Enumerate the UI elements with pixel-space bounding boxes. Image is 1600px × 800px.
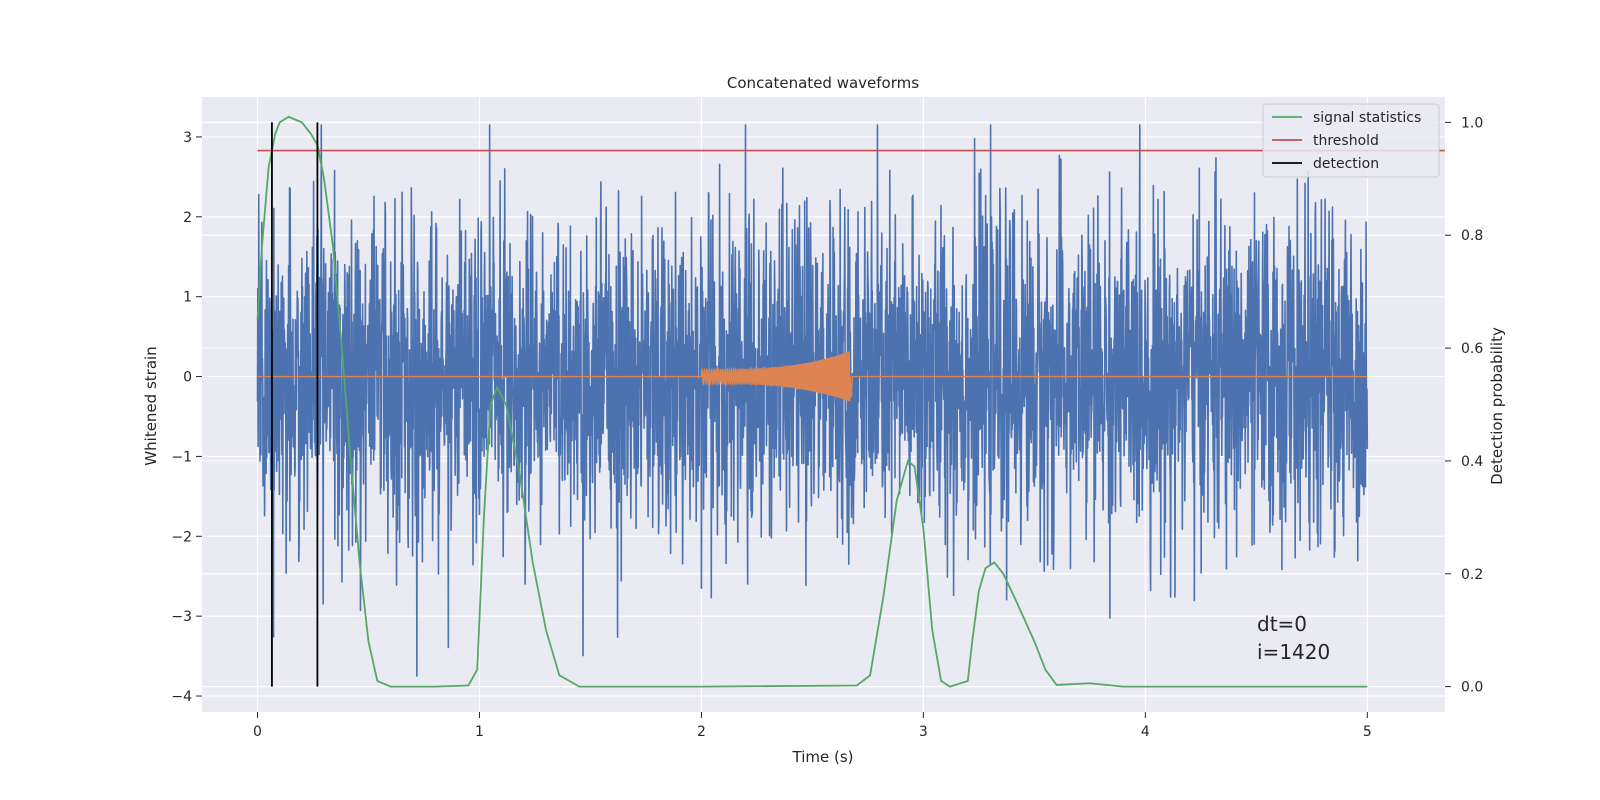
y-left-axis-ticks: −4 −3 −2 −1 0 1 2 3 — [171, 130, 202, 705]
detection-lines — [271, 122, 319, 687]
y-right-tick-label: 0.6 — [1461, 341, 1483, 357]
x-tick-label: 4 — [1141, 724, 1150, 740]
y-right-tick-label: 0.4 — [1461, 454, 1483, 470]
x-tick-label: 2 — [697, 724, 706, 740]
y-right-axis-ticks: 0.0 0.2 0.4 0.6 0.8 1.0 — [1445, 115, 1483, 696]
y-right-tick-label: 0.8 — [1461, 228, 1483, 244]
legend: signal statistics threshold detection — [1262, 103, 1440, 178]
y-right-tick-label: 1.0 — [1461, 115, 1483, 131]
chart-title: Concatenated waveforms — [727, 74, 919, 92]
annotation-i: i=1420 — [1257, 640, 1330, 664]
legend-box — [1262, 103, 1440, 178]
legend-label-detection: detection — [1313, 156, 1379, 172]
y-right-tick-label: 0.2 — [1461, 567, 1483, 583]
y-left-axis-label: Whitened strain — [142, 346, 160, 465]
x-axis-ticks: 0 1 2 3 4 5 — [253, 712, 1372, 740]
y-left-tick-label: −1 — [171, 449, 192, 465]
y-right-axis-label: Detection probability — [1488, 327, 1506, 485]
y-left-tick-label: 0 — [183, 370, 192, 386]
x-tick-label: 1 — [475, 724, 484, 740]
waveform-series-line — [257, 351, 1368, 402]
signal-statistics-line — [256, 115, 1368, 688]
x-tick-label: 3 — [919, 724, 928, 740]
y-left-tick-label: −3 — [171, 609, 192, 625]
x-tick-label: 5 — [1363, 724, 1372, 740]
legend-label-threshold: threshold — [1313, 133, 1379, 149]
noise-series-line — [256, 124, 1369, 677]
y-left-tick-label: −4 — [171, 689, 192, 705]
x-axis-label: Time (s) — [792, 748, 854, 766]
y-left-tick-label: 3 — [183, 130, 192, 146]
x-tick-label: 0 — [253, 724, 262, 740]
annotation-dt: dt=0 — [1257, 612, 1307, 636]
y-left-tick-label: 1 — [183, 290, 192, 306]
legend-label-signal-statistics: signal statistics — [1313, 110, 1421, 126]
y-right-tick-label: 0.0 — [1461, 680, 1483, 696]
y-left-tick-label: −2 — [171, 529, 192, 545]
y-left-tick-label: 2 — [183, 210, 192, 226]
